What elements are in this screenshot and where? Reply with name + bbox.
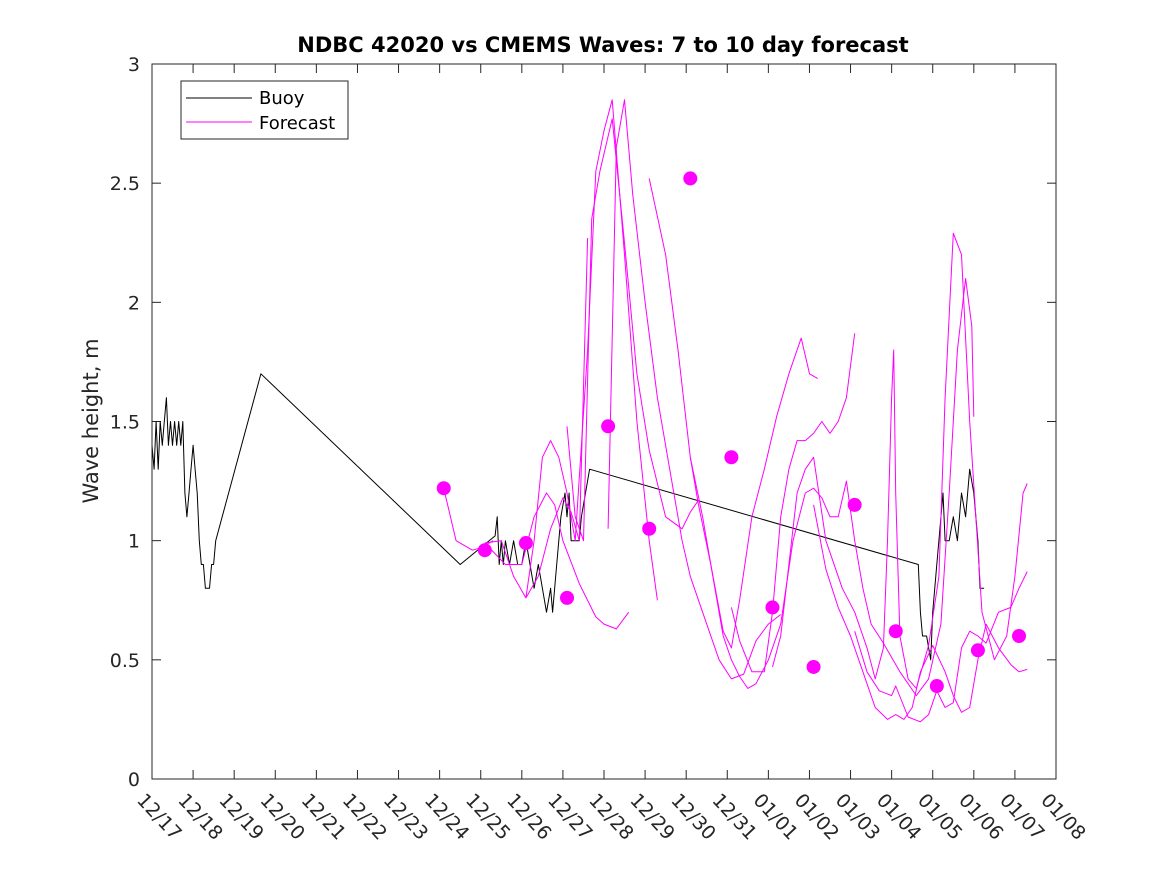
x-tick-label: 01/03 bbox=[831, 789, 884, 844]
forecast-series-line bbox=[607, 99, 782, 680]
chart-title: NDBC 42020 vs CMEMS Waves: 7 to 10 day f… bbox=[297, 33, 908, 57]
x-tick-label: 12/26 bbox=[502, 789, 555, 844]
forecast-start-marker bbox=[929, 679, 944, 694]
forecast-series-line bbox=[730, 333, 856, 673]
x-tick-label: 12/30 bbox=[667, 789, 720, 844]
forecast-series-line bbox=[525, 99, 658, 601]
y-tick-label: 2 bbox=[128, 292, 140, 314]
forecast-start-marker bbox=[477, 543, 492, 558]
x-tick-label: 12/27 bbox=[543, 789, 596, 844]
forecast-series-line bbox=[484, 237, 589, 599]
x-tick-label: 12/24 bbox=[420, 789, 473, 844]
x-tick-label: 12/22 bbox=[338, 789, 391, 844]
x-tick-label: 12/31 bbox=[708, 789, 761, 844]
x-tick-label: 01/08 bbox=[1036, 789, 1089, 844]
x-tick-label: 12/17 bbox=[132, 789, 185, 844]
y-tick-label: 2.5 bbox=[110, 173, 140, 195]
forecast-start-marker bbox=[765, 600, 780, 615]
y-tick-label: 1.5 bbox=[110, 412, 140, 434]
legend-buoy-label: Buoy bbox=[259, 88, 305, 109]
legend-box bbox=[180, 80, 349, 140]
x-tick-label: 12/28 bbox=[584, 789, 637, 844]
x-tick-label: 12/18 bbox=[173, 789, 226, 844]
forecast-start-marker bbox=[970, 643, 985, 658]
x-tick-labels: 12/1712/1812/1912/2012/2112/2212/2312/24… bbox=[132, 789, 1089, 844]
x-tick-label: 12/21 bbox=[297, 789, 350, 844]
y-tick-label: 1 bbox=[128, 531, 140, 553]
forecast-start-marker bbox=[518, 536, 533, 551]
x-tick-label: 01/02 bbox=[790, 789, 843, 844]
x-tick-label: 01/01 bbox=[749, 789, 802, 844]
x-tick-label: 01/04 bbox=[872, 789, 925, 844]
x-tick-label: 01/07 bbox=[995, 789, 1048, 844]
x-tick-label: 12/29 bbox=[625, 789, 678, 844]
forecast-start-marker bbox=[642, 521, 657, 536]
forecast-start-marker bbox=[601, 419, 616, 434]
series-layer bbox=[152, 99, 1028, 723]
y-tick-labels: 0 0.5 1 1.5 2 2.5 3 bbox=[110, 54, 140, 791]
forecast-series-line bbox=[813, 504, 1028, 720]
y-tick-label: 3 bbox=[128, 54, 140, 76]
forecast-start-marker bbox=[724, 450, 739, 465]
x-tick-label: 12/23 bbox=[379, 789, 432, 844]
forecast-start-marker bbox=[436, 481, 451, 496]
x-tick-label: 12/19 bbox=[215, 789, 268, 844]
forecast-series-line bbox=[648, 178, 975, 697]
forecast-start-marker bbox=[847, 497, 862, 512]
legend: Buoy Forecast bbox=[180, 80, 349, 140]
x-tick-label: 01/05 bbox=[913, 789, 966, 844]
x-tick-label: 12/25 bbox=[461, 789, 514, 844]
forecast-series-line bbox=[566, 118, 699, 542]
marker-layer bbox=[436, 171, 1027, 694]
forecast-start-marker bbox=[560, 590, 575, 605]
forecast-start-marker bbox=[683, 171, 698, 186]
legend-forecast-label: Forecast bbox=[259, 113, 335, 134]
plot-area-frame bbox=[151, 63, 1057, 780]
y-axis-label: Wave height, m bbox=[79, 338, 103, 503]
forecast-series-line bbox=[443, 488, 494, 551]
buoy-series-line bbox=[152, 373, 985, 661]
forecast-series-line bbox=[772, 232, 1028, 689]
forecast-start-marker bbox=[888, 624, 903, 639]
forecast-start-marker bbox=[1012, 629, 1027, 643]
forecast-series-line bbox=[484, 492, 630, 630]
y-tick-label: 0.5 bbox=[110, 650, 140, 672]
y-tick-label: 0 bbox=[128, 769, 140, 791]
x-tick-label: 01/06 bbox=[954, 789, 1007, 844]
forecast-start-marker bbox=[806, 659, 821, 674]
x-tick-label: 12/20 bbox=[256, 789, 309, 844]
forecast-series-line bbox=[854, 571, 1028, 723]
forecast-series-line bbox=[689, 337, 818, 649]
